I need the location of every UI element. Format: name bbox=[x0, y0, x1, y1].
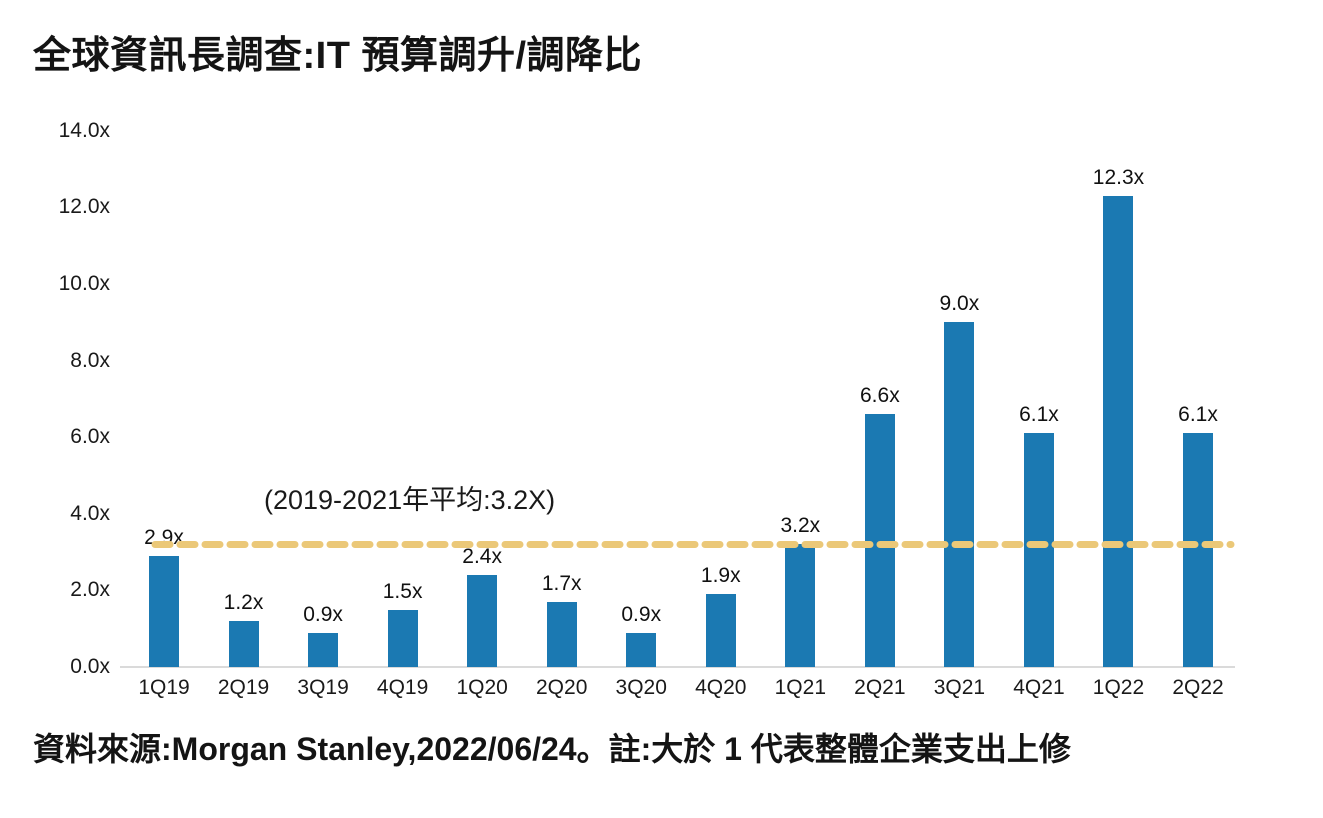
y-axis-tick-label: 14.0x bbox=[58, 118, 110, 142]
y-axis-tick-label: 8.0x bbox=[70, 348, 110, 372]
bar bbox=[149, 555, 179, 667]
bar-value-label: 12.3x bbox=[1092, 165, 1145, 189]
bar-value-label: 6.1x bbox=[1178, 403, 1218, 427]
bar-value-label: 6.6x bbox=[860, 384, 900, 408]
bar bbox=[228, 621, 259, 667]
x-axis-tick-label: 4Q19 bbox=[376, 676, 429, 699]
bar bbox=[1183, 433, 1214, 667]
x-axis-tick-label: 3Q21 bbox=[933, 676, 986, 699]
bar bbox=[944, 322, 975, 667]
x-axis-tick-label: 2Q22 bbox=[1172, 676, 1224, 699]
x-axis-tick-label: 1Q21 bbox=[774, 676, 826, 699]
y-axis-tick-label: 4.0x bbox=[70, 501, 110, 525]
bar bbox=[467, 575, 498, 667]
x-axis-tick-label: 4Q21 bbox=[1013, 676, 1065, 699]
bar-value-label: 1.5x bbox=[382, 579, 423, 603]
bar bbox=[308, 632, 339, 667]
y-axis-tick-label: 2.0x bbox=[70, 578, 110, 602]
bar bbox=[785, 544, 816, 667]
bar-value-label: 1.7x bbox=[541, 571, 582, 595]
x-axis-line bbox=[120, 666, 1235, 668]
y-axis-tick-label: 6.0x bbox=[70, 425, 110, 449]
bar bbox=[546, 601, 577, 667]
source-note: 資料來源:Morgan Stanley,2022/06/24。註:大於 1 代表… bbox=[33, 731, 1071, 767]
y-axis-tick-label: 0.0x bbox=[70, 655, 110, 678]
bar-value-label: 3.2x bbox=[780, 514, 821, 538]
bar-value-label: 9.0x bbox=[939, 292, 980, 316]
x-axis-tick-label: 1Q19 bbox=[138, 676, 190, 699]
x-axis-tick-label: 3Q19 bbox=[297, 676, 349, 699]
bar-value-label: 6.1x bbox=[1019, 403, 1059, 427]
x-axis-tick-label: 2Q21 bbox=[854, 676, 906, 699]
bar bbox=[705, 594, 736, 667]
x-axis-tick-label: 4Q20 bbox=[695, 676, 747, 699]
bar bbox=[864, 414, 895, 667]
x-axis-tick-label: 3Q20 bbox=[615, 676, 667, 699]
bar-value-label: 2.4x bbox=[462, 545, 502, 569]
y-axis-tick-label: 10.0x bbox=[58, 272, 110, 295]
bar-value-label: 1.9x bbox=[700, 564, 741, 588]
average-reference-line bbox=[151, 540, 1235, 548]
y-axis-tick-label: 12.0x bbox=[58, 195, 110, 219]
bar bbox=[626, 632, 657, 667]
x-axis-tick-label: 2Q19 bbox=[217, 676, 270, 699]
page-title: 全球資訊長調查:IT 預算調升/調降比 bbox=[33, 35, 643, 77]
bar bbox=[387, 609, 418, 667]
x-axis-tick-label: 2Q20 bbox=[536, 676, 588, 699]
x-axis-tick-label: 1Q20 bbox=[456, 676, 508, 699]
average-annotation: (2019-2021年平均:3.2X) bbox=[264, 485, 556, 515]
x-axis-tick-label: 1Q22 bbox=[1092, 676, 1145, 699]
bar-value-label: 1.2x bbox=[223, 591, 264, 615]
bar-value-label: 0.9x bbox=[621, 602, 662, 626]
bar bbox=[1103, 195, 1134, 667]
bar bbox=[1023, 433, 1054, 667]
bar-value-label: 0.9x bbox=[303, 602, 343, 626]
